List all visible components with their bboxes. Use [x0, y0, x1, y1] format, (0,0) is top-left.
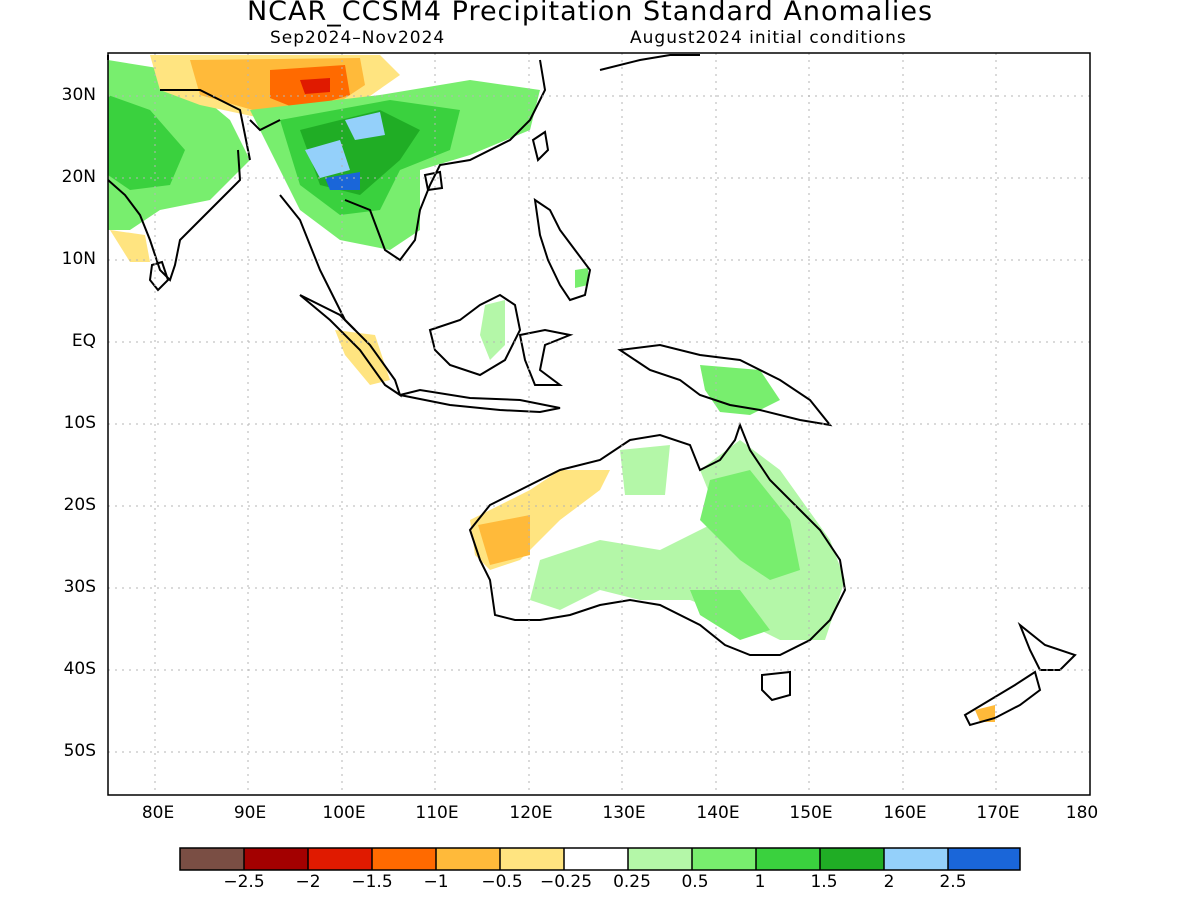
legend-swatch — [756, 848, 820, 870]
philippines-wet-region — [575, 268, 588, 288]
philippines-coast — [533, 197, 592, 302]
legend-label: −0.5 — [481, 872, 523, 892]
india-wetter-region — [108, 95, 185, 190]
lon-tick-label: 180 — [1065, 803, 1099, 823]
anomaly-shading — [108, 55, 995, 722]
legend-swatch — [820, 848, 884, 870]
kimberley-wet — [620, 445, 670, 495]
india-south-dry — [110, 230, 150, 262]
legend-swatch — [436, 848, 500, 870]
map-border — [107, 52, 1091, 796]
nz-dry-region — [975, 705, 995, 722]
legend-label: 2.5 — [939, 872, 967, 892]
java-coast — [399, 388, 561, 414]
borneo-coast — [428, 293, 522, 377]
legend-swatch — [628, 848, 692, 870]
w-australia-drier — [478, 515, 530, 565]
taiwan-coast — [531, 130, 550, 162]
lon-tick-label: 140E — [696, 803, 740, 823]
legend-label: 0.25 — [613, 872, 651, 892]
australia-wet-east — [530, 440, 845, 640]
legend-label: 2 — [883, 872, 895, 892]
legend-label: 0.5 — [681, 872, 709, 892]
lon-tick-label: 90E — [233, 803, 267, 823]
tasmania-coast — [761, 670, 791, 702]
myanmar-blue-region — [305, 140, 350, 178]
lat-tick-label: 30N — [61, 85, 96, 105]
legend-swatch — [244, 848, 308, 870]
yunnan-blue-region — [345, 112, 385, 140]
lon-tick-label: 120E — [509, 803, 553, 823]
lon-tick-label: 150E — [789, 803, 833, 823]
legend-swatch — [308, 848, 372, 870]
lon-tick-label: 130E — [602, 803, 646, 823]
legend-swatch — [692, 848, 756, 870]
sulawesi-coast — [518, 328, 574, 386]
india-coast — [107, 149, 242, 282]
legend-label: 1 — [754, 872, 766, 892]
lon-tick-label: 160E — [883, 803, 927, 823]
legend-label: 1.5 — [810, 872, 838, 892]
map-title: NCAR_CCSM4 Precipitation Standard Anomal… — [246, 0, 934, 27]
gridlines — [108, 53, 1090, 795]
coastlines — [107, 54, 1077, 727]
lon-tick-label: 110E — [415, 803, 459, 823]
lat-tick-label: EQ — [71, 331, 96, 351]
nz-south-coast — [963, 670, 1042, 727]
lat-tick-label: 10N — [61, 249, 96, 269]
lat-tick-label: 20S — [63, 495, 96, 515]
sri-lanka-coast — [148, 260, 170, 292]
legend-swatch — [500, 848, 564, 870]
australia-wetter-east — [700, 470, 800, 580]
new-guinea-coast — [617, 343, 833, 427]
tibet-peak-dry — [300, 78, 330, 94]
legend-label: −2.5 — [223, 872, 265, 892]
lat-tick-label: 40S — [63, 659, 96, 679]
legend-label: −1 — [423, 872, 449, 892]
legend-label: −1.5 — [351, 872, 393, 892]
lon-tick-label: 170E — [976, 803, 1020, 823]
legend-swatch — [884, 848, 948, 870]
legend-label: −0.25 — [539, 872, 593, 892]
borneo-wet-region — [480, 300, 505, 360]
lon-tick-label: 100E — [322, 803, 366, 823]
forecast-period: Sep2024–Nov2024 — [270, 28, 446, 48]
initial-conditions: August2024 initial conditions — [630, 28, 907, 48]
legend-swatch — [564, 848, 628, 870]
legend-swatch — [180, 848, 244, 870]
lat-tick-label: 20N — [61, 167, 96, 187]
australia-southeast-wet — [690, 590, 770, 640]
japan-coast — [599, 54, 700, 71]
lat-tick-label: 50S — [63, 741, 96, 761]
australia-coast — [468, 422, 847, 656]
color-legend — [179, 847, 1021, 871]
legend-swatch — [948, 848, 1020, 870]
map-area — [107, 52, 1091, 796]
legend-swatch — [372, 848, 436, 870]
lat-tick-label: 10S — [63, 413, 96, 433]
lon-tick-label: 80E — [141, 803, 175, 823]
lat-tick-label: 30S — [63, 577, 96, 597]
legend-label: −2 — [295, 872, 321, 892]
